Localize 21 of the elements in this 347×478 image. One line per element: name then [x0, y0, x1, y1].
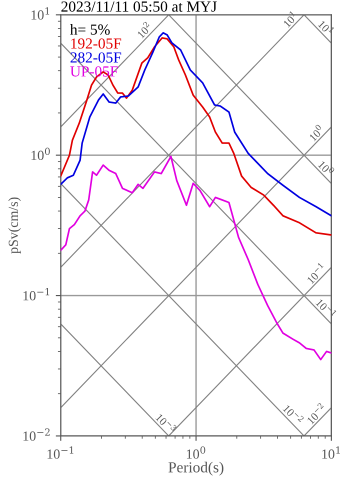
y-axis-title: pSv(cm/s): [8, 197, 21, 254]
chart-title: 2023/11/11 05:50 at MYJ: [61, 1, 217, 12]
x-tick-label: 10$^{1}$: [322, 446, 340, 459]
annotation: 10$^{−1}$: [305, 262, 326, 284]
annotation: 10$^{−1}$: [316, 297, 337, 319]
annotation: 10$^{−2}$: [282, 402, 304, 425]
series-label: 192-05F: [71, 38, 122, 49]
annotation: 10$^{0}$: [307, 124, 325, 142]
annotation: 10$^{2}$: [135, 21, 152, 38]
series-label: 282-05F: [70, 52, 122, 63]
text: UP-05F: [70, 66, 118, 77]
y-tick-label: 10$^{0}$: [32, 148, 50, 160]
legend-title: h= 5%: [70, 24, 110, 35]
y-tick-label: 10$^{1}$: [32, 7, 50, 20]
annotation: 10$^{−3}$: [155, 412, 178, 434]
y-tick-label: 10$^{−2}$: [23, 428, 50, 441]
x-tick-label: 10$^{0}$: [186, 446, 206, 459]
x-tick-label: 10$^{−1}$: [48, 446, 74, 459]
y-tick-label: 10$^{−1}$: [23, 288, 50, 300]
x-axis-title: Period(s): [168, 462, 224, 476]
annotation: 10$^{−2}$: [305, 402, 327, 424]
